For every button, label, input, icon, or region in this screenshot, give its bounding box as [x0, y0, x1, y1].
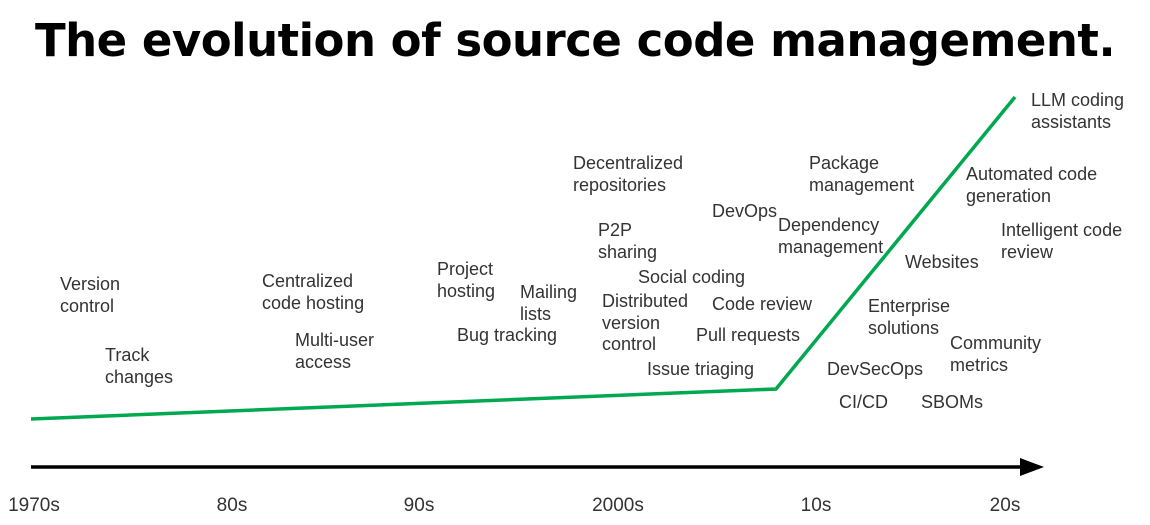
- label-social-coding: Social coding: [638, 267, 746, 287]
- tick-label-90s: 90s: [403, 495, 435, 516]
- label-bug-tracking: Bug tracking: [457, 325, 558, 345]
- label-automated-code-generation: Automated code generation: [966, 164, 1098, 206]
- label-project-hosting: Project hosting: [437, 259, 496, 301]
- tick-label-1970s: 1970s: [8, 495, 60, 516]
- label-mailing-lists: Mailing lists: [520, 282, 578, 324]
- label-package-management: Package management: [809, 153, 915, 195]
- time-axis-arrowhead: [1020, 458, 1044, 476]
- tick-label-20s: 20s: [989, 495, 1021, 516]
- label-enterprise-solutions: Enterprise solutions: [868, 296, 951, 338]
- label-code-review: Code review: [712, 294, 813, 314]
- label-devsecops: DevSecOps: [827, 359, 924, 379]
- label-track-changes: Track changes: [105, 345, 174, 387]
- label-issue-triaging: Issue triaging: [647, 359, 755, 379]
- label-ci-cd: CI/CD: [839, 392, 888, 412]
- label-decentralized-repositories: Decentralized repositories: [573, 153, 684, 195]
- label-community-metrics: Community metrics: [950, 333, 1042, 375]
- label-llm-coding-assistants: LLM coding assistants: [1031, 90, 1125, 132]
- label-devops: DevOps: [712, 201, 778, 221]
- label-pull-requests: Pull requests: [696, 325, 801, 345]
- label-websites: Websites: [905, 252, 979, 272]
- label-multi-user-access: Multi-user access: [295, 330, 375, 372]
- tick-label-2000s: 2000s: [592, 495, 644, 516]
- tick-label-10s: 10s: [800, 495, 832, 516]
- label-intelligent-code-review: Intelligent code review: [1001, 220, 1123, 262]
- label-centralized-code-hosting: Centralized code hosting: [262, 271, 365, 313]
- label-version-control: Version control: [60, 274, 121, 316]
- label-sboms: SBOMs: [921, 392, 984, 412]
- page-title: The evolution of source code management.: [34, 14, 1116, 67]
- tick-label-80s: 80s: [216, 495, 248, 516]
- label-dependency-management: Dependency management: [778, 215, 884, 257]
- growth-trend-line: [30, 95, 1017, 421]
- label-distributed-version-control: Distributed version control: [602, 291, 689, 354]
- label-p2p-sharing: P2P sharing: [598, 220, 658, 262]
